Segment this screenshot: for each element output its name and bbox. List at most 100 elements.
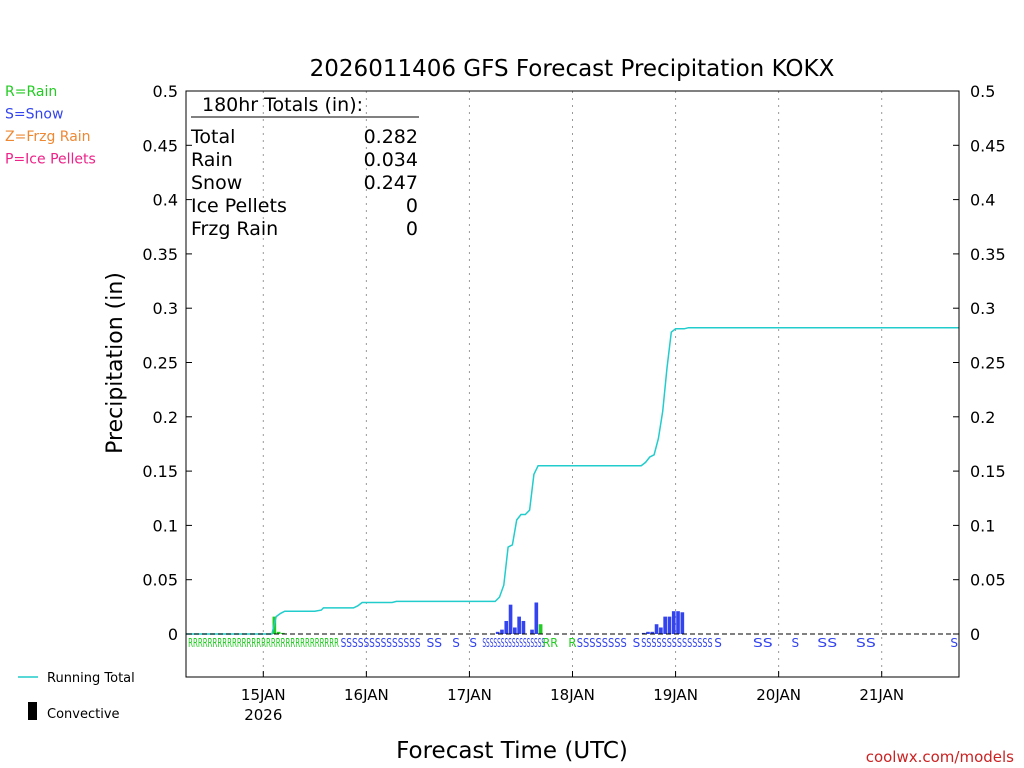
y-tick-label-right-1: 0.05 bbox=[970, 571, 1006, 590]
y-tick-label-left-4: 0.2 bbox=[153, 408, 178, 427]
y-tick-label-left-3: 0.15 bbox=[142, 462, 178, 481]
precip-code-1: SSSSSSSSSSSSSS bbox=[341, 636, 421, 650]
legend-type-2: Z=Frzg Rain bbox=[5, 129, 91, 145]
totals-label-1: Rain bbox=[191, 149, 233, 171]
precip-bar-22 bbox=[680, 612, 685, 634]
precip-code-6: RR bbox=[542, 636, 558, 650]
precip-bar-3 bbox=[495, 631, 500, 634]
y-tick-label-right-8: 0.4 bbox=[970, 191, 995, 210]
y-tick-label-right-9: 0.45 bbox=[970, 136, 1006, 155]
precip-bar-19 bbox=[667, 616, 672, 634]
precip-code-13: S bbox=[792, 636, 800, 650]
precip-bar-16 bbox=[654, 624, 659, 634]
precip-bar-10 bbox=[530, 629, 534, 634]
x-tick-label-2: 17JAN bbox=[447, 686, 492, 704]
chart-title: 2026011406 GFS Forecast Precipitation KO… bbox=[310, 56, 835, 82]
y-tick-label-right-6: 0.3 bbox=[970, 299, 995, 318]
precip-code-4: S bbox=[469, 636, 477, 650]
precip-code-11: S bbox=[714, 636, 722, 650]
y-tick-label-left-9: 0.45 bbox=[142, 136, 178, 155]
totals-value-0: 0.282 bbox=[364, 126, 418, 148]
precip-code-12: SS bbox=[753, 636, 773, 650]
y-tick-label-right-5: 0.25 bbox=[970, 354, 1006, 373]
y-tick-label-left-5: 0.25 bbox=[142, 354, 178, 373]
totals-rows: Total 0.282 Rain 0.034 Snow 0.247 Ice Pellets 0… bbox=[190, 126, 418, 240]
totals-value-4: 0 bbox=[406, 218, 418, 240]
totals-value-2: 0.247 bbox=[364, 172, 418, 194]
precip-code-16: S bbox=[950, 636, 958, 650]
precip-bar-1 bbox=[276, 631, 281, 634]
totals-label-3: Ice Pellets bbox=[191, 195, 287, 217]
totals-label-4: Frzg Rain bbox=[191, 218, 278, 240]
y-axis-label: Precipitation (in) bbox=[103, 272, 128, 454]
y-tick-label-right-10: 0.5 bbox=[970, 82, 995, 101]
x-tick-label-1: 16JAN bbox=[344, 686, 389, 704]
y-tick-label-left-7: 0.35 bbox=[142, 245, 178, 264]
precip-code-3: S bbox=[452, 636, 460, 650]
precip-bar-18 bbox=[663, 616, 667, 634]
precip-type-codes: RRRRRRRRRRRRRRRRRRRRRRRRRRRRRRR SSSSSSSSS… bbox=[188, 636, 958, 650]
legend-series-1: Convective bbox=[47, 707, 120, 722]
legend-type-1: S=Snow bbox=[5, 107, 63, 123]
precip-bar-7 bbox=[513, 627, 517, 634]
totals-value-3: 0 bbox=[406, 195, 418, 217]
running-total-series bbox=[186, 326, 959, 635]
y-tick-label-right-4: 0.2 bbox=[970, 408, 995, 427]
precip-bar-15 bbox=[650, 631, 655, 634]
precip-code-15: SS bbox=[856, 636, 876, 650]
y-axis-ticks: 0 00.05 0.050.1 0.10.15 0.150.2 0.20.25 0.250.… bbox=[142, 82, 1005, 644]
grid-lines bbox=[262, 91, 883, 677]
precip-code-5: SSSSSSSSSSSSSSSSS bbox=[482, 636, 545, 650]
y-tick-label-left-2: 0.1 bbox=[153, 516, 178, 535]
y-tick-label-right-0: 0 bbox=[970, 625, 980, 644]
precip-code-14: SS bbox=[817, 636, 837, 650]
running-total-line bbox=[186, 326, 959, 635]
totals-box: 180hr Totals (in): Total 0.282 Rain 0.034 Sn… bbox=[190, 94, 419, 240]
precip-code-2: SS bbox=[426, 636, 442, 650]
precip-type-legend: R=Rain S=Snow Z=Frzg Rain P=Ice Pellets bbox=[5, 84, 96, 168]
precip-code-0: RRRRRRRRRRRRRRRRRRRRRRRRRRRRRRR bbox=[188, 636, 339, 650]
totals-value-1: 0.034 bbox=[364, 149, 418, 171]
precip-bar-5 bbox=[504, 620, 509, 634]
legend-type-3: P=Ice Pellets bbox=[5, 152, 96, 168]
x-tick-label-3: 18JAN bbox=[550, 686, 595, 704]
y-tick-label-left-10: 0.5 bbox=[153, 82, 178, 101]
totals-heading: 180hr Totals (in): bbox=[202, 94, 363, 116]
y-tick-label-left-1: 0.05 bbox=[142, 571, 178, 590]
precip-bar-14 bbox=[646, 631, 650, 634]
precip-bar-13 bbox=[641, 632, 646, 634]
precip-bar-11 bbox=[534, 602, 539, 634]
precip-bar-21 bbox=[676, 611, 680, 634]
precip-bar-6 bbox=[508, 604, 513, 634]
totals-label-2: Snow bbox=[191, 172, 242, 194]
y-tick-label-right-3: 0.15 bbox=[970, 462, 1006, 481]
legend-series-0: Running Total bbox=[47, 671, 135, 686]
x-tick-label-6: 21JAN bbox=[859, 686, 904, 704]
legend-type-0: R=Rain bbox=[5, 84, 57, 100]
precip-bar-4 bbox=[500, 629, 504, 634]
y-tick-label-left-6: 0.3 bbox=[153, 299, 178, 318]
precip-bar-20 bbox=[671, 611, 676, 634]
precip-code-10: SSSSSSSSSSSSSS bbox=[641, 636, 712, 650]
y-tick-label-left-0: 0 bbox=[168, 625, 178, 644]
x-tick-label-5: 20JAN bbox=[756, 686, 801, 704]
precip-code-9: S bbox=[633, 636, 641, 650]
y-tick-label-right-7: 0.35 bbox=[970, 245, 1006, 264]
series-legend: Running Total Convective bbox=[18, 671, 135, 722]
x-tick-sublabel-0: 2026 bbox=[244, 706, 282, 724]
precip-code-8: SSSSSSSS bbox=[577, 636, 627, 650]
y-tick-label-right-2: 0.1 bbox=[970, 516, 995, 535]
precip-code-7: R bbox=[568, 636, 576, 650]
precip-bar-17 bbox=[659, 627, 663, 634]
precip-bars bbox=[272, 602, 685, 634]
precip-bar-2 bbox=[281, 632, 285, 634]
legend-bar-swatch bbox=[28, 702, 37, 720]
precip-bar-8 bbox=[517, 616, 521, 634]
precip-bar-9 bbox=[521, 620, 526, 634]
totals-label-0: Total bbox=[190, 126, 235, 148]
x-axis-label: Forecast Time (UTC) bbox=[396, 738, 628, 764]
x-tick-label-0: 15JAN bbox=[241, 686, 286, 704]
x-tick-label-4: 19JAN bbox=[653, 686, 698, 704]
y-tick-label-left-8: 0.4 bbox=[153, 191, 178, 210]
